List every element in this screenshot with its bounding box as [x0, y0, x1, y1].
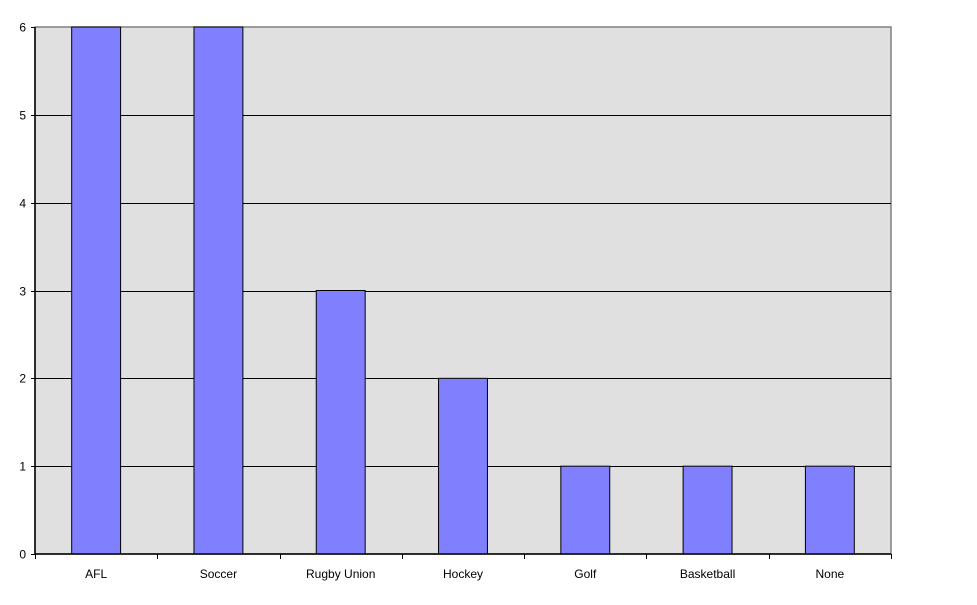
x-tick-label: AFL: [85, 567, 107, 581]
y-tick-labels: 0 1 2 3 4 5 6: [19, 21, 26, 562]
bar-golf: [560, 465, 611, 555]
x-tick-label: Soccer: [200, 567, 237, 581]
axes: [31, 27, 892, 559]
x-tick-label: Basketball: [680, 567, 735, 581]
y-tick-label: 5: [19, 109, 26, 123]
x-tick-label: Rugby Union: [306, 567, 375, 581]
y-tick-label: 1: [19, 460, 26, 474]
x-tick-label: Hockey: [443, 567, 483, 581]
x-tick-labels: AFL Soccer Rugby Union Hockey Golf Basketball…: [85, 567, 844, 581]
y-tick-label: 4: [19, 197, 26, 211]
bars: [71, 26, 855, 555]
y-tick-label: 2: [19, 372, 26, 386]
y-tick-label: 6: [19, 21, 26, 35]
y-tick-label: 0: [19, 548, 26, 562]
x-tick-label: Golf: [574, 567, 597, 581]
y-tick-label: 3: [19, 285, 26, 299]
bar-basketball: [682, 465, 733, 555]
bar-afl: [71, 26, 122, 555]
bar-rugby-union: [315, 290, 366, 555]
x-tick-label: None: [816, 567, 845, 581]
bar-soccer: [193, 26, 244, 555]
bar-none: [804, 465, 855, 555]
bar-hockey: [438, 377, 488, 555]
